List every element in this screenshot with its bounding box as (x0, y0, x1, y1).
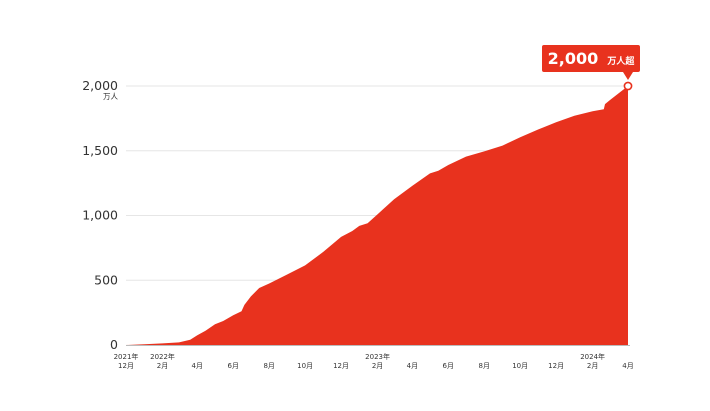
callout-text: 2,000 万人超 (548, 49, 636, 68)
x-tick-label: 12月 (333, 362, 349, 370)
endpoint-marker (623, 81, 633, 91)
x-tick-label: 4月 (407, 362, 418, 370)
area-series (126, 86, 628, 345)
y-tick-label: 1,000 (82, 208, 118, 223)
x-tick-line: 2021年 (114, 352, 139, 361)
x-tick-label: 4月 (622, 362, 633, 370)
x-tick-line: 6月 (228, 362, 239, 370)
y-tick-label: 1,500 (82, 143, 118, 158)
x-tick-line: 2月 (587, 362, 598, 370)
x-tick-line: 12月 (333, 362, 349, 370)
y-tick-label: 0 (110, 337, 118, 352)
x-tick-label: 2022年 2月 (150, 352, 175, 370)
x-tick-line: 2月 (372, 362, 383, 370)
x-tick-line: 4月 (622, 362, 633, 370)
x-tick-label: 10月 (512, 362, 528, 370)
x-tick-label: 2021年 12月 (114, 352, 139, 370)
x-tick-line: 8月 (479, 362, 490, 370)
x-tick-line: 12月 (548, 362, 564, 370)
x-tick-line: 6月 (443, 362, 454, 370)
callout-box (542, 45, 640, 80)
y-tick-label: 500 (94, 272, 118, 287)
callout-unit: 万人超 (606, 55, 635, 67)
x-tick-line: 8月 (263, 362, 274, 370)
x-tick-label: 6月 (228, 362, 239, 370)
x-tick-line: 2024年 (580, 352, 605, 361)
x-tick-label: 12月 (548, 362, 564, 370)
x-tick-line: 2023年 (365, 352, 390, 361)
x-tick-label: 10月 (297, 362, 313, 370)
x-tick-line: 12月 (118, 362, 134, 370)
y-unit-label: 万人 (103, 92, 118, 101)
x-tick-line: 4月 (407, 362, 418, 370)
x-tick-line: 10月 (512, 362, 528, 370)
x-tick-label: 4月 (192, 362, 203, 370)
x-tick-label: 6月 (443, 362, 454, 370)
x-tick-line: 4月 (192, 362, 203, 370)
x-tick-line: 2022年 (150, 352, 175, 361)
x-tick-label: 8月 (263, 362, 274, 370)
x-tick-label: 2023年 2月 (365, 352, 390, 370)
x-tick-line: 10月 (297, 362, 313, 370)
callout-number: 2,000 (548, 49, 599, 68)
y-tick-label: 2,000 (82, 78, 118, 93)
x-tick-line: 2月 (157, 362, 168, 370)
callout-label: 2,000 万人超 (542, 45, 640, 91)
x-tick-label: 2024年 2月 (580, 352, 605, 370)
x-tick-label: 8月 (479, 362, 490, 370)
